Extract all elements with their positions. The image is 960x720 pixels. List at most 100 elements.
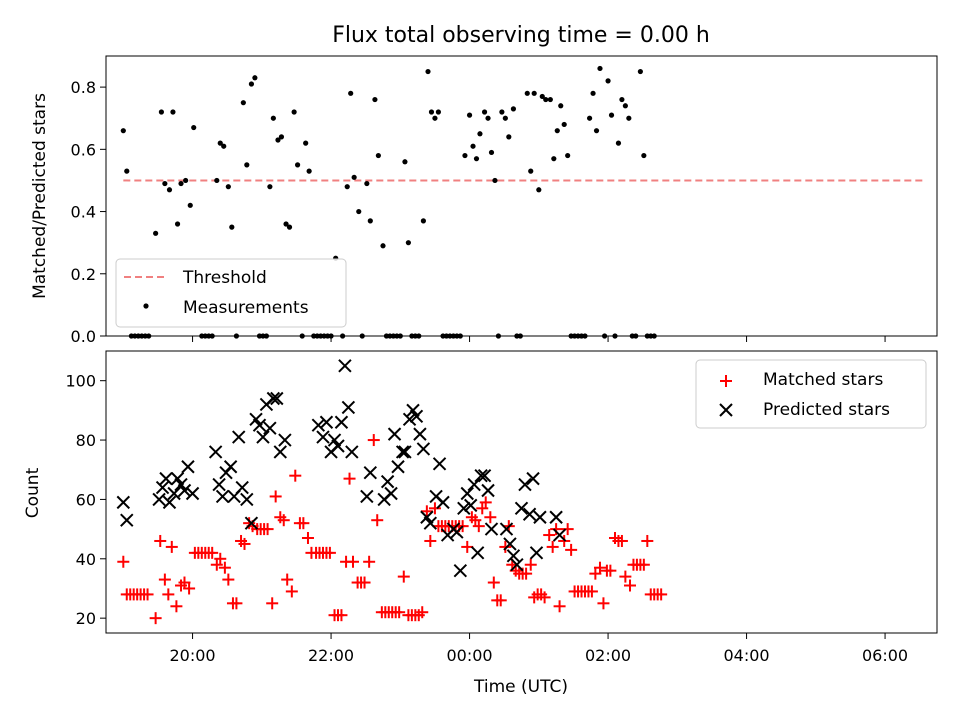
measurement-point (166, 187, 173, 193)
matched-star-point (206, 546, 219, 559)
measurement-point (380, 243, 386, 249)
matched-star-point (165, 540, 178, 553)
predicted-star-point (413, 427, 427, 441)
matched-star-point (117, 555, 130, 568)
predicted-star-point (152, 492, 166, 507)
matched-star-point (428, 502, 441, 515)
measurement-point (536, 187, 542, 193)
bottom-legend: Matched stars Predicted stars (695, 359, 927, 429)
measurement-point (462, 152, 468, 159)
measurement-point (183, 177, 189, 184)
measurement-point (477, 131, 483, 137)
matched-star-point (641, 534, 654, 547)
predicted-star-point (240, 492, 254, 507)
measurement-point (187, 202, 193, 208)
measurement-point (367, 218, 373, 224)
predicted-star-point (270, 391, 284, 406)
predicted-star-point (464, 498, 478, 513)
measurement-point (356, 208, 362, 215)
measurement-point (278, 134, 285, 140)
predicted-star-point (484, 522, 499, 536)
predicted-star-point (409, 409, 424, 424)
measurement-point (120, 128, 126, 134)
measurement-point (214, 177, 220, 184)
measurement-point (178, 180, 184, 187)
matched-star-point (371, 514, 384, 527)
legend-predicted-label: Predicted stars (763, 400, 890, 420)
matched-star-point (301, 532, 314, 545)
predicted-star-point (529, 546, 544, 560)
matched-star-point (218, 561, 231, 574)
measurement-point (539, 93, 545, 100)
measurement-point (488, 149, 495, 156)
matched-star-point (269, 490, 282, 503)
measurement-point (590, 90, 596, 96)
matched-star-point (561, 523, 574, 536)
matched-star-point (637, 558, 650, 571)
matched-star-point (297, 517, 310, 530)
predicted-star-point (341, 400, 356, 415)
legend-matched-label: Matched stars (763, 370, 883, 390)
bottom-x-tick-label: 04:00 (724, 646, 770, 665)
predicted-star-point (212, 477, 226, 492)
predicted-star-point (477, 468, 492, 483)
matched-star-point (538, 591, 551, 604)
measurement-point (364, 180, 370, 187)
measurement-point (492, 177, 498, 184)
top-y-tick-label: 0.4 (71, 203, 96, 222)
bottom-x-tick-label: 22:00 (308, 646, 354, 665)
measurement-point (344, 184, 350, 190)
predicted-star-point (384, 486, 398, 501)
measurement-point (481, 109, 488, 115)
predicted-star-point (470, 546, 485, 560)
predicted-star-point (273, 445, 287, 459)
measurement-point (375, 152, 381, 159)
measurement-point (554, 128, 560, 134)
matched-star-point (524, 558, 537, 571)
matched-star-point (543, 529, 556, 542)
matched-star-point (230, 597, 243, 610)
predicted-star-point (263, 421, 277, 435)
measurement-point (524, 90, 530, 96)
matched-star-point (461, 540, 474, 553)
measurement-point (225, 184, 231, 190)
measurement-point (306, 168, 312, 174)
measurement-point (283, 221, 289, 227)
bottom-y-axis: 20 40 60 80 100 (65, 372, 106, 628)
measurement-point (605, 78, 611, 84)
measurement-point (229, 224, 235, 230)
measurement-point (153, 230, 159, 236)
measurement-point (499, 109, 505, 115)
measurement-point (286, 224, 293, 230)
matched-star-point (141, 588, 154, 601)
measurement-point (626, 115, 632, 121)
predicted-star-point (453, 563, 468, 578)
measurement-point (303, 140, 309, 146)
predicted-star-point (450, 525, 464, 539)
matched-star-point (597, 597, 610, 610)
predicted-star-point (432, 457, 447, 471)
matched-star-point (214, 552, 227, 565)
matched-star-point (358, 576, 371, 589)
chart-title: Flux total observing time = 0.00 h (332, 23, 710, 48)
matched-star-point (285, 585, 298, 598)
matched-star-point (553, 600, 566, 613)
bottom-x-tick-label: 00:00 (447, 646, 493, 665)
predicted-star-point (499, 522, 514, 536)
measurement-point (428, 109, 435, 115)
measurement-point (485, 115, 491, 121)
predicted-star-point (185, 486, 200, 501)
matched-star-point (420, 505, 433, 518)
matched-star-point (363, 555, 376, 568)
bottom-y-tick-label: 60 (76, 490, 96, 509)
measurement-point (425, 68, 431, 75)
predicted-star-point (522, 507, 537, 521)
predicted-star-point (232, 430, 246, 444)
matched-star-point (335, 609, 348, 622)
measurement-point (510, 106, 517, 112)
bottom-y-tick-label: 100 (65, 372, 96, 391)
measurement-point (586, 115, 593, 121)
matched-star-point (484, 511, 497, 524)
predicted-star-point (215, 489, 230, 504)
bottom-y-axis-label: Count (23, 467, 43, 518)
